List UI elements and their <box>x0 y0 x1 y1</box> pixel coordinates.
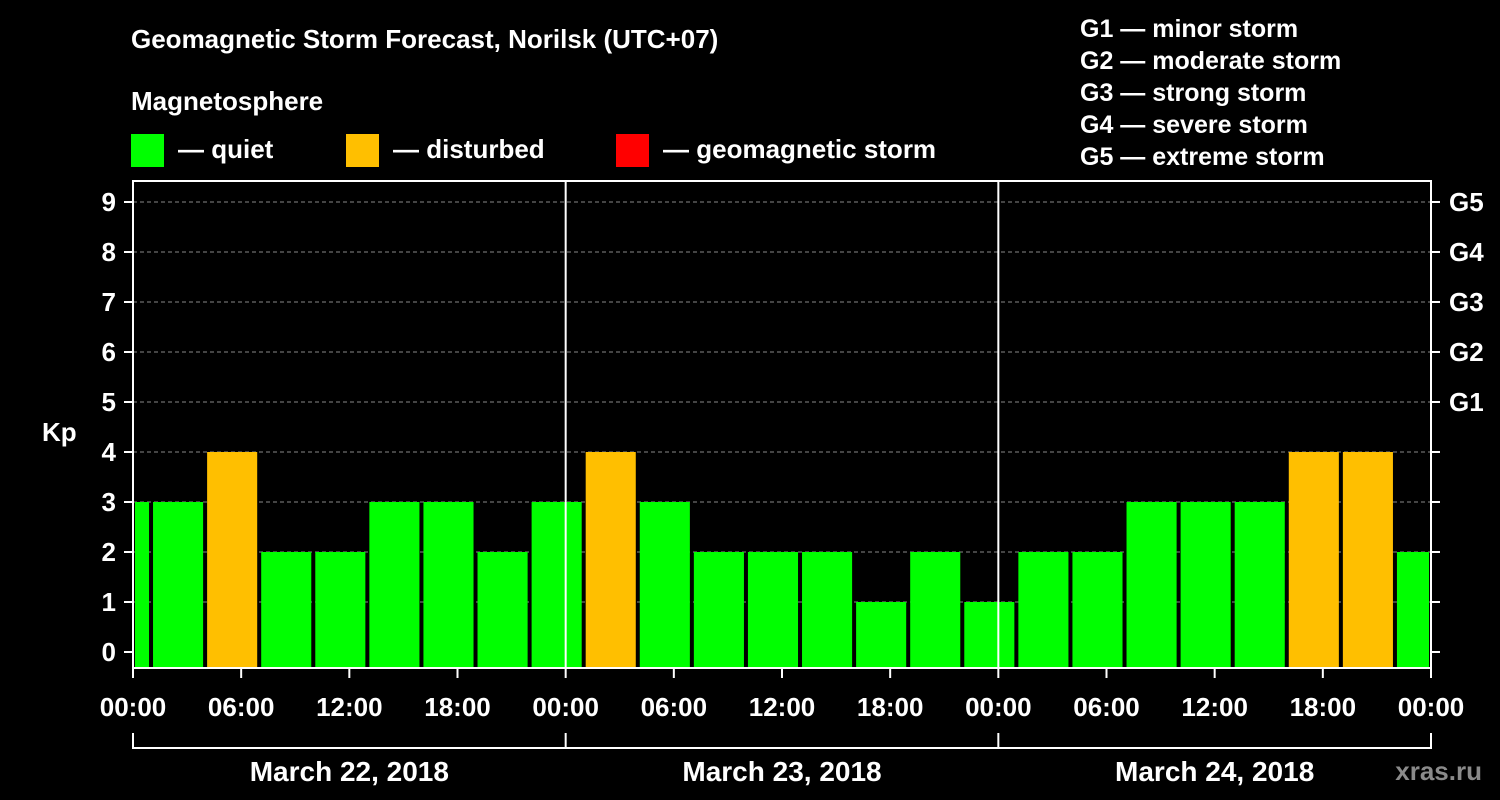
kp-bar-18 <box>1072 552 1123 667</box>
kp-bar-1 <box>153 502 204 667</box>
kp-bar-5 <box>369 502 420 667</box>
x-tick-label: 06:00 <box>641 692 708 722</box>
x-tick-label: 12:00 <box>1181 692 1248 722</box>
x-tick-label: 18:00 <box>857 692 924 722</box>
kp-bar-14 <box>856 602 907 667</box>
storm-level-g5: G5 — extreme storm <box>1080 143 1325 171</box>
kp-bar-4 <box>315 552 366 667</box>
x-tick-label: 12:00 <box>749 692 816 722</box>
kp-bar-12 <box>747 552 799 667</box>
right-axis-label: G2 <box>1449 337 1484 367</box>
date-label: March 23, 2018 <box>682 756 881 787</box>
kp-bar-13 <box>802 552 853 667</box>
y-tick-label: 3 <box>102 487 116 517</box>
y-tick-label: 2 <box>102 537 116 567</box>
x-tick-label: 12:00 <box>316 692 383 722</box>
kp-bar-0 <box>135 502 150 667</box>
storm-level-g3: G3 — strong storm <box>1080 79 1307 107</box>
quiet-legend-label: — quiet <box>178 134 274 164</box>
right-axis-label: G1 <box>1449 387 1484 417</box>
x-tick-label: 06:00 <box>1073 692 1140 722</box>
chart-subtitle: Magnetosphere <box>131 86 324 116</box>
kp-bar-15 <box>910 552 961 667</box>
storm-legend-label: — geomagnetic storm <box>663 134 937 164</box>
right-axis-label: G3 <box>1449 287 1484 317</box>
x-tick-label: 06:00 <box>208 692 275 722</box>
storm-swatch <box>616 134 649 167</box>
disturbed-legend-label: — disturbed <box>393 134 545 164</box>
y-tick-label: 7 <box>102 287 116 317</box>
watermark: xras.ru <box>1395 756 1482 786</box>
storm-level-g4: G4 — severe storm <box>1080 111 1308 139</box>
x-tick-label: 00:00 <box>532 692 599 722</box>
right-axis-label: G5 <box>1449 187 1484 217</box>
disturbed-swatch <box>346 134 379 167</box>
chart-title: Geomagnetic Storm Forecast, Norilsk (UTC… <box>131 24 719 54</box>
storm-level-g1: G1 — minor storm <box>1080 15 1299 43</box>
kp-bar-8 <box>531 502 582 667</box>
x-tick-label: 00:00 <box>965 692 1032 722</box>
kp-bar-23 <box>1342 452 1393 667</box>
kp-bar-19 <box>1126 502 1177 667</box>
date-label: March 24, 2018 <box>1115 756 1314 787</box>
y-tick-label: 4 <box>102 437 117 467</box>
kp-bar-7 <box>477 552 528 667</box>
kp-bar-10 <box>639 502 690 667</box>
kp-bar-16 <box>964 602 1015 667</box>
y-tick-label: 0 <box>102 637 116 667</box>
kp-bar-22 <box>1288 452 1339 667</box>
kp-bar-2 <box>207 452 258 667</box>
kp-bar-11 <box>693 552 744 667</box>
kp-bar-9 <box>585 452 636 667</box>
kp-bar-6 <box>423 502 474 667</box>
y-tick-label: 5 <box>102 387 116 417</box>
y-tick-label: 8 <box>102 237 116 267</box>
kp-bar-20 <box>1180 502 1231 667</box>
quiet-swatch <box>131 134 164 167</box>
date-label: March 22, 2018 <box>250 756 449 787</box>
kp-bar-3 <box>261 552 312 667</box>
y-axis-label: Kp <box>42 417 77 447</box>
x-tick-label: 18:00 <box>1290 692 1357 722</box>
y-tick-label: 6 <box>102 337 116 367</box>
y-tick-label: 9 <box>102 187 116 217</box>
kp-bar-24 <box>1396 552 1429 667</box>
kp-bar-17 <box>1018 552 1069 667</box>
kp-bar-21 <box>1234 502 1285 667</box>
x-tick-label: 00:00 <box>1398 692 1465 722</box>
storm-level-g2: G2 — moderate storm <box>1080 47 1342 75</box>
y-tick-label: 1 <box>102 587 116 617</box>
x-tick-label: 18:00 <box>424 692 491 722</box>
right-axis-label: G4 <box>1449 237 1484 267</box>
x-tick-label: 00:00 <box>100 692 167 722</box>
